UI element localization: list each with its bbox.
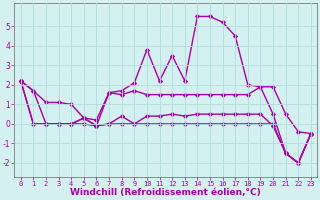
X-axis label: Windchill (Refroidissement éolien,°C): Windchill (Refroidissement éolien,°C) [70,188,261,197]
